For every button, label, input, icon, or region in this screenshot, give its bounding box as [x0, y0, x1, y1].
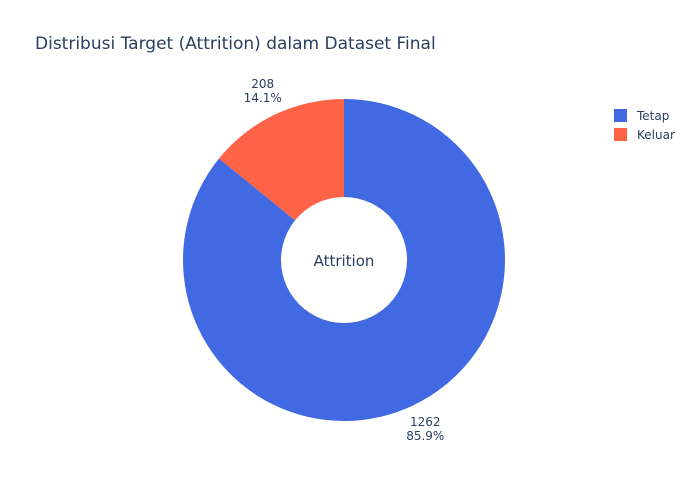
slice-percent-label-keluar: 14.1% — [244, 91, 282, 105]
center-label: Attrition — [314, 252, 375, 270]
legend-swatch-keluar — [614, 128, 627, 141]
slice-value-label-tetap: 1262 — [410, 415, 441, 429]
legend-label-tetap: Tetap — [637, 108, 670, 123]
legend-item-keluar[interactable]: Keluar — [614, 125, 675, 144]
legend-label-keluar: Keluar — [637, 127, 675, 142]
slice-tetap[interactable] — [182, 99, 506, 421]
legend: Tetap Keluar — [614, 106, 675, 144]
chart-title: Distribusi Target (Attrition) dalam Data… — [35, 34, 436, 54]
legend-item-tetap[interactable]: Tetap — [614, 106, 675, 125]
slice-value-label-keluar: 208 — [251, 77, 274, 91]
slice-percent-label-tetap: 85.9% — [406, 429, 444, 443]
slice-group — [182, 99, 506, 421]
legend-swatch-tetap — [614, 109, 627, 122]
slice-keluar[interactable] — [218, 99, 344, 221]
